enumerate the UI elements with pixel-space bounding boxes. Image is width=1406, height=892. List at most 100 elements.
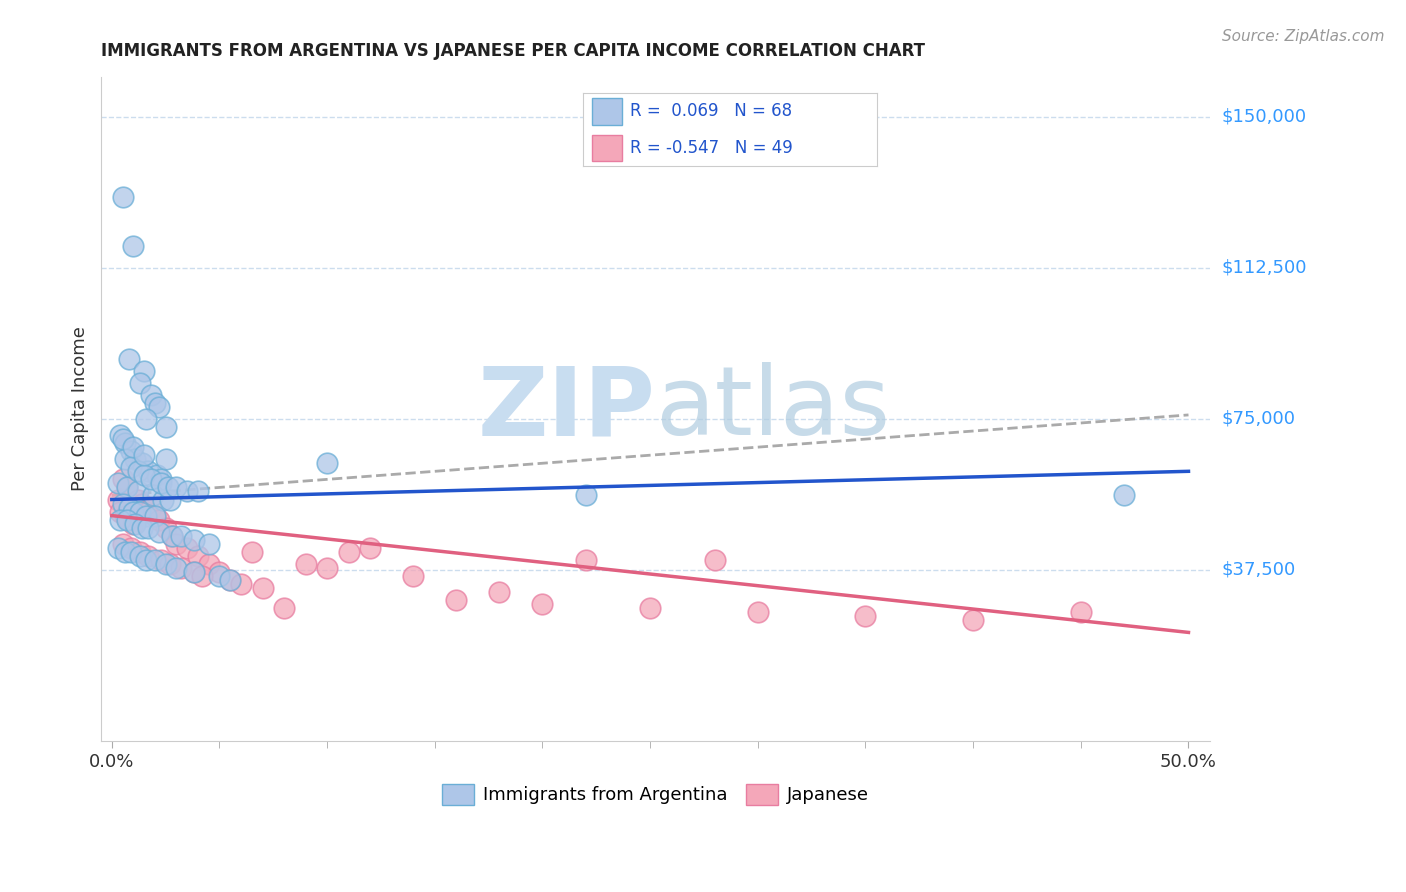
Point — [337, 545, 360, 559]
Point — [219, 573, 242, 587]
Point — [183, 565, 205, 579]
Point — [107, 492, 129, 507]
Point — [120, 545, 142, 559]
Point — [120, 460, 142, 475]
Point — [122, 505, 145, 519]
Point — [120, 541, 142, 555]
Point — [176, 484, 198, 499]
Point — [962, 613, 984, 627]
Point — [165, 537, 187, 551]
Point — [638, 601, 661, 615]
Point — [118, 500, 141, 515]
Point — [150, 476, 173, 491]
Point — [138, 521, 160, 535]
Point — [1112, 488, 1135, 502]
Point — [107, 541, 129, 555]
Point — [114, 508, 136, 523]
Point — [139, 472, 162, 486]
Point — [114, 545, 136, 559]
Point — [197, 537, 219, 551]
Point — [152, 492, 174, 507]
Point — [132, 448, 155, 462]
Legend: Immigrants from Argentina, Japanese: Immigrants from Argentina, Japanese — [434, 777, 876, 812]
Point — [316, 456, 339, 470]
Point — [124, 452, 146, 467]
Point — [124, 516, 146, 531]
Point — [139, 500, 162, 515]
Point — [197, 557, 219, 571]
Point — [402, 569, 425, 583]
Point — [143, 553, 166, 567]
Point — [127, 492, 149, 507]
Point — [150, 472, 173, 486]
Point — [155, 452, 177, 467]
Point — [122, 440, 145, 454]
Point — [111, 472, 134, 486]
Text: ZIP: ZIP — [478, 362, 655, 456]
Point — [294, 557, 316, 571]
Point — [110, 513, 132, 527]
Point — [132, 363, 155, 377]
Point — [183, 533, 205, 547]
Point — [208, 569, 231, 583]
Text: $112,500: $112,500 — [1222, 259, 1306, 277]
Point — [135, 505, 157, 519]
Point — [170, 529, 193, 543]
Point — [446, 593, 468, 607]
Point — [191, 569, 214, 583]
Point — [139, 388, 162, 402]
Point — [165, 561, 187, 575]
Point — [159, 492, 181, 507]
Point — [110, 428, 132, 442]
Point — [146, 468, 169, 483]
Point — [138, 549, 160, 563]
Point — [115, 513, 138, 527]
Y-axis label: Per Capita Income: Per Capita Income — [72, 326, 89, 491]
Point — [574, 488, 596, 502]
Point — [120, 444, 142, 458]
Point — [160, 529, 183, 543]
Point — [273, 601, 295, 615]
Point — [155, 557, 177, 571]
Point — [252, 581, 274, 595]
Point — [142, 488, 165, 502]
Point — [148, 524, 170, 539]
Point — [143, 508, 166, 523]
Point — [155, 521, 177, 535]
Point — [111, 432, 134, 446]
Text: $75,000: $75,000 — [1222, 410, 1295, 428]
Point — [488, 585, 510, 599]
Point — [115, 480, 138, 494]
Point — [111, 496, 134, 510]
Point — [316, 561, 339, 575]
Point — [165, 480, 187, 494]
Point — [118, 351, 141, 366]
Text: Source: ZipAtlas.com: Source: ZipAtlas.com — [1222, 29, 1385, 45]
Point — [150, 553, 173, 567]
Point — [148, 513, 170, 527]
Point — [128, 549, 150, 563]
Point — [148, 400, 170, 414]
Point — [128, 545, 150, 559]
Point — [219, 573, 242, 587]
Point — [127, 484, 149, 499]
Point — [1070, 605, 1092, 619]
Point — [187, 549, 209, 563]
Point — [115, 480, 138, 494]
Point — [183, 565, 205, 579]
Point — [110, 505, 132, 519]
Point — [747, 605, 769, 619]
Point — [187, 484, 209, 499]
Point — [176, 541, 198, 555]
Point — [127, 464, 149, 478]
Point — [156, 480, 179, 494]
Text: IMMIGRANTS FROM ARGENTINA VS JAPANESE PER CAPITA INCOME CORRELATION CHART: IMMIGRANTS FROM ARGENTINA VS JAPANESE PE… — [101, 42, 925, 60]
Point — [135, 412, 157, 426]
Point — [135, 553, 157, 567]
Text: $37,500: $37,500 — [1222, 561, 1295, 579]
Point — [359, 541, 381, 555]
Point — [703, 553, 725, 567]
Point — [118, 513, 141, 527]
Point — [159, 557, 181, 571]
Point — [122, 516, 145, 531]
